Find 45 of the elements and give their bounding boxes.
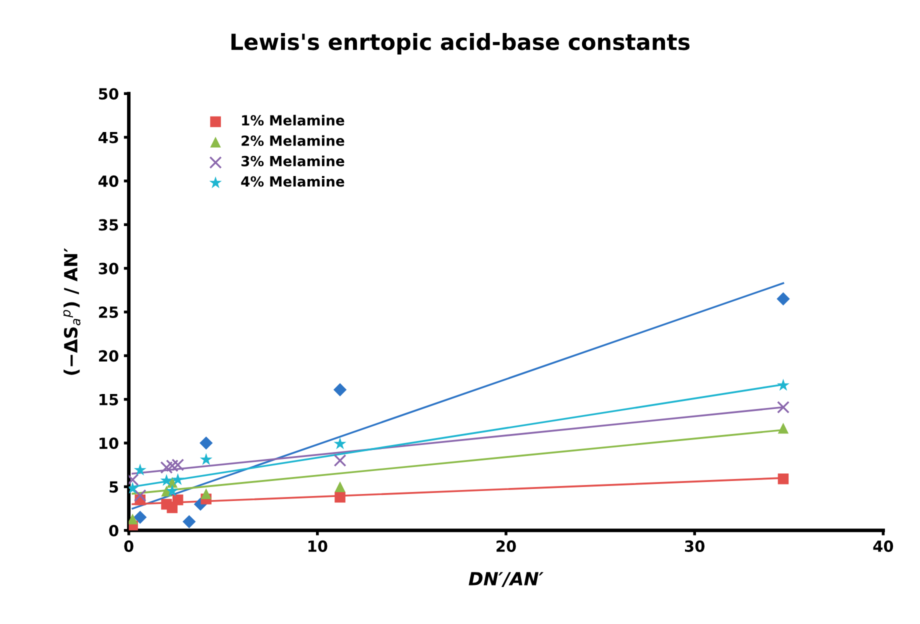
legend-label: 1% Melamine bbox=[242, 114, 344, 126]
point bbox=[200, 436, 213, 450]
x-tick-label: 10 bbox=[308, 540, 328, 552]
point bbox=[166, 459, 178, 472]
point bbox=[172, 473, 184, 486]
x-tick-label: 0 bbox=[124, 540, 134, 552]
y-tick-label: 20 bbox=[99, 350, 118, 362]
x-tick-label: 40 bbox=[873, 540, 894, 552]
point bbox=[134, 510, 147, 524]
y-axis-title: (−ΔS$_{a}$$^{p}$) / AN′ bbox=[63, 248, 80, 375]
y-tick-label: 40 bbox=[98, 175, 118, 187]
y-tick-label: 50 bbox=[98, 88, 118, 100]
legend-label: 3% Melamine bbox=[241, 156, 344, 166]
point bbox=[160, 474, 173, 486]
legend-label: 2% Melamine bbox=[242, 135, 344, 146]
point bbox=[172, 494, 184, 506]
y-tick-label: 15 bbox=[100, 394, 118, 406]
y-tick-label: 5 bbox=[110, 481, 118, 493]
point bbox=[182, 515, 196, 528]
x-axis-title: DN′/AN′ bbox=[468, 572, 544, 587]
point bbox=[334, 492, 346, 503]
point bbox=[334, 454, 346, 467]
point bbox=[166, 484, 178, 496]
point bbox=[776, 400, 790, 414]
point bbox=[334, 437, 346, 450]
y-tick-label: 0 bbox=[109, 524, 118, 536]
point bbox=[778, 473, 789, 484]
point bbox=[776, 378, 790, 391]
chart-title: Lewis's enrtopic acid-base constants bbox=[231, 33, 690, 55]
legend-label: 4% Melamine bbox=[241, 176, 344, 187]
point bbox=[200, 488, 212, 500]
x-tick-label: 20 bbox=[496, 540, 516, 552]
y-tick-label: 30 bbox=[98, 262, 118, 274]
point bbox=[334, 481, 346, 492]
y-tick-label: 35 bbox=[98, 219, 118, 231]
point bbox=[778, 422, 789, 434]
point bbox=[134, 464, 146, 476]
y-tick-label: 45 bbox=[98, 132, 118, 144]
point bbox=[333, 383, 347, 396]
point bbox=[200, 453, 212, 465]
y-tick-label: 25 bbox=[99, 306, 118, 318]
y-tick-label: 10 bbox=[100, 438, 118, 450]
x-tick-label: 30 bbox=[684, 540, 704, 552]
point bbox=[134, 489, 146, 502]
point bbox=[776, 292, 790, 306]
